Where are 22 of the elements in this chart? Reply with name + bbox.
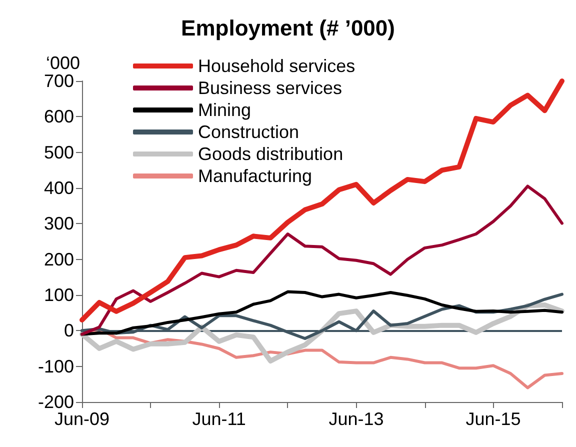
legend-label: Mining [198,100,252,120]
y-tick-label: 400 [44,178,74,198]
x-tick-label: Jun-09 [54,409,110,429]
x-tick-label: Jun-13 [328,409,384,429]
legend-label: Manufacturing [198,166,312,186]
y-tick-label: 300 [44,214,74,234]
x-tick-label: Jun-11 [192,409,246,429]
legend-label: Construction [198,122,300,142]
y-tick-label: 500 [44,142,74,162]
y-tick-label: -100 [38,356,74,376]
y-tick-label: 0 [64,320,74,341]
y-tick-label: 700 [44,71,74,91]
y-tick-label: 100 [44,285,74,305]
legend-label: Business services [198,78,342,98]
x-tick-label: Jun-15 [466,409,521,429]
y-tick-label: 200 [44,249,74,270]
chart-title: Employment (# ’000) [181,16,395,40]
y-axis-title: ‘000 [46,53,80,74]
y-tick-label: -200 [38,392,74,412]
y-tick-label: 600 [44,106,74,127]
legend-label: Household services [198,56,356,76]
legend-label: Goods distribution [198,144,344,164]
